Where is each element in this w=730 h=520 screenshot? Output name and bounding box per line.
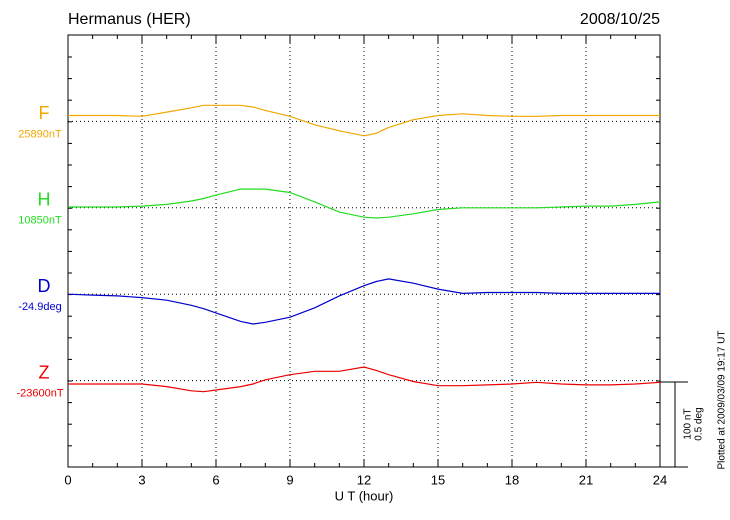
series-baseline: -24.9deg [18,301,61,313]
series-line [68,104,660,137]
x-tick-label: 0 [64,472,71,487]
series-line [68,366,661,393]
series-name: H [38,190,51,210]
series-name: D [38,276,51,296]
x-tick-label: 3 [138,472,145,487]
series-baseline: 10850nT [18,215,62,227]
x-tick-label: 9 [286,472,293,487]
chart-date: 2008/10/25 [580,11,660,28]
scale-label: 100 nT [683,408,694,439]
series-line [68,188,661,219]
series-line [67,278,660,325]
x-tick-label: 6 [212,472,219,487]
x-tick-label: 18 [505,472,519,487]
scale-label: 0.5 deg [694,407,705,440]
series-name: F [39,103,50,123]
series-baseline: -23600nT [16,388,63,400]
x-tick-label: 24 [653,472,667,487]
footnote: Plotted at 2009/03/09 19:17 UT [717,331,728,470]
series-name: Z [39,362,50,382]
x-tick-label: 21 [579,472,593,487]
x-axis-label: U T (hour) [335,488,394,503]
series-baseline: 25890nT [18,128,62,140]
chart-title: Hermanus (HER) [68,11,191,28]
x-tick-label: 15 [431,472,445,487]
x-tick-label: 12 [357,472,371,487]
